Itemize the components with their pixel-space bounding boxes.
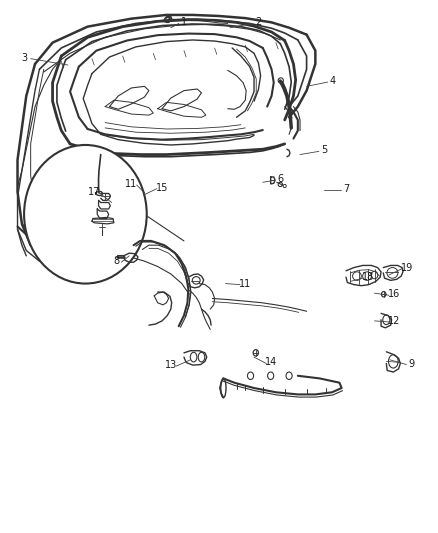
Text: 2: 2 [255, 18, 261, 27]
Text: 4: 4 [330, 76, 336, 86]
Text: 16: 16 [388, 289, 400, 299]
Text: 15: 15 [156, 183, 168, 192]
Text: 11: 11 [239, 279, 251, 288]
Text: 19: 19 [401, 263, 413, 272]
Text: 3: 3 [21, 53, 27, 62]
Text: 5: 5 [321, 146, 327, 155]
Text: 11: 11 [125, 179, 138, 189]
Text: 9: 9 [409, 359, 415, 368]
Text: 6: 6 [277, 174, 283, 184]
Text: 7: 7 [343, 184, 349, 194]
Text: 17: 17 [88, 187, 100, 197]
Text: 14: 14 [265, 358, 278, 367]
Ellipse shape [24, 145, 147, 284]
Text: 13: 13 [165, 360, 177, 370]
Text: 12: 12 [388, 316, 400, 326]
Text: 18: 18 [362, 272, 374, 282]
Text: 1: 1 [181, 18, 187, 27]
Text: 8: 8 [113, 256, 119, 266]
